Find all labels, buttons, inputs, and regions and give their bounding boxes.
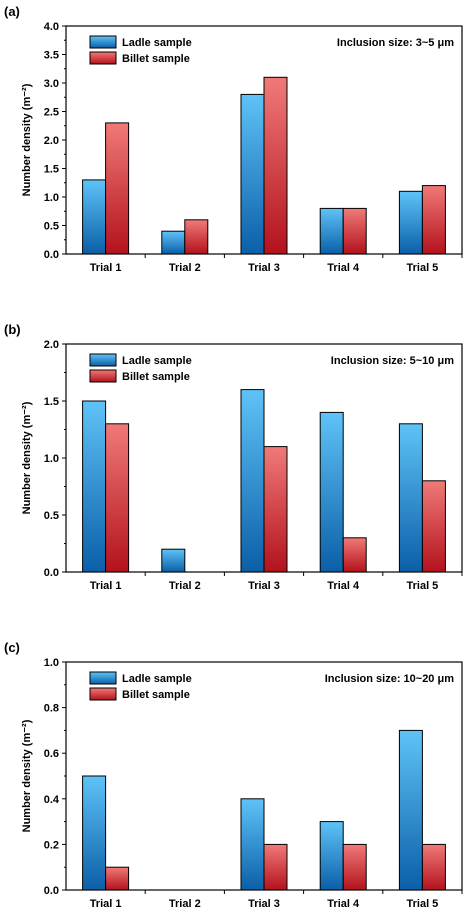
billet-bar	[184, 219, 209, 255]
y-tick-label: 2.0	[44, 339, 59, 351]
legend-swatch	[89, 687, 117, 701]
x-tick-label: Trial 1	[90, 580, 122, 592]
y-axis-label: Number density (m⁻²)	[21, 719, 33, 832]
y-tick-label: 1.0	[44, 453, 59, 465]
ladle-bar	[240, 798, 265, 891]
inclusion-size-annotation: Inclusion size: 5~10 μm	[331, 355, 454, 367]
billet-bar	[263, 76, 288, 255]
billet-bar	[263, 843, 288, 891]
inclusion-size-annotation: Inclusion size: 10~20 μm	[325, 673, 455, 685]
y-tick-label: 1.0	[44, 657, 59, 669]
billet-bar	[105, 423, 130, 573]
y-tick-label: 1.5	[44, 396, 59, 408]
legend-swatch	[89, 369, 117, 383]
x-tick-label: Trial 3	[248, 262, 280, 274]
y-tick-label: 4.0	[44, 21, 59, 33]
ladle-bar	[82, 775, 107, 891]
panel-label: (a)	[4, 4, 20, 19]
chart-panel-2: (b) 0.0 0.5 1.0 1.5 2.0 Number density (m⁻²) Tr…	[4, 322, 463, 592]
ladle-bar	[319, 207, 344, 255]
ladle-bar	[319, 411, 344, 573]
x-tick-label: Trial 2	[169, 580, 201, 592]
legend-swatch	[89, 35, 117, 49]
x-tick-label: Trial 3	[248, 580, 280, 592]
ladle-bar	[319, 821, 344, 891]
x-tick-label: Trial 5	[407, 262, 439, 274]
legend-label: Ladle sample	[122, 355, 192, 367]
y-tick-label: 0.0	[44, 885, 59, 897]
ladle-bar	[82, 400, 107, 573]
y-tick-label: 2.0	[44, 135, 59, 147]
x-tick-label: Trial 2	[169, 262, 201, 274]
ladle-bar	[398, 190, 423, 255]
chart-panel-3: (c) 0.0 0.2 0.4 0.6 0.8 1.0 Number density (m⁻²…	[4, 640, 463, 910]
chart-panel-1: (a) 0.0 0.5 1.0 1.5 2.0 2.5 3.0 3.5 4.0 Number den…	[4, 4, 463, 274]
panel-label: (b)	[4, 322, 21, 337]
y-tick-label: 1.5	[44, 164, 59, 176]
y-tick-label: 0.4	[44, 794, 60, 806]
billet-bar	[105, 122, 130, 255]
y-tick-label: 3.0	[44, 78, 59, 90]
y-tick-label: 2.5	[44, 107, 59, 119]
y-axis-label: Number density (m⁻²)	[21, 401, 33, 514]
billet-bar	[342, 843, 367, 891]
y-tick-label: 0.0	[44, 249, 59, 261]
ladle-bar	[161, 548, 186, 573]
y-tick-label: 0.2	[44, 839, 59, 851]
ladle-bar	[398, 423, 423, 573]
x-tick-label: Trial 3	[248, 898, 280, 910]
x-tick-label: Trial 2	[169, 898, 201, 910]
legend-label: Billet sample	[122, 371, 190, 383]
x-tick-label: Trial 5	[407, 898, 439, 910]
panel-label: (c)	[4, 640, 20, 655]
x-tick-label: Trial 4	[327, 580, 360, 592]
x-tick-label: Trial 1	[90, 262, 122, 274]
y-axis-label: Number density (m⁻²)	[21, 83, 33, 196]
ladle-bar	[240, 93, 265, 255]
billet-bar	[342, 537, 367, 573]
ladle-bar	[240, 389, 265, 573]
x-tick-label: Trial 4	[327, 898, 360, 910]
billet-bar	[421, 480, 446, 573]
legend-label: Ladle sample	[122, 37, 192, 49]
billet-bar	[263, 446, 288, 573]
y-tick-label: 0.6	[44, 748, 59, 760]
legend-label: Billet sample	[122, 689, 190, 701]
x-tick-label: Trial 5	[407, 580, 439, 592]
x-tick-label: Trial 4	[327, 262, 360, 274]
legend-swatch	[89, 51, 117, 65]
y-tick-label: 3.5	[44, 50, 59, 62]
legend-swatch	[89, 353, 117, 367]
y-tick-label: 0.5	[44, 221, 59, 233]
billet-bar	[342, 207, 367, 255]
legend-label: Ladle sample	[122, 673, 192, 685]
y-tick-label: 0.5	[44, 510, 59, 522]
x-tick-label: Trial 1	[90, 898, 122, 910]
billet-bar	[421, 185, 446, 255]
legend-label: Billet sample	[122, 53, 190, 65]
ladle-bar	[161, 230, 186, 255]
legend-swatch	[89, 671, 117, 685]
y-tick-label: 1.0	[44, 192, 59, 204]
billet-bar	[421, 843, 446, 891]
y-tick-label: 0.0	[44, 567, 59, 579]
y-tick-label: 0.8	[44, 703, 59, 715]
ladle-bar	[82, 179, 107, 255]
inclusion-size-annotation: Inclusion size: 3~5 μm	[337, 37, 454, 49]
ladle-bar	[398, 729, 423, 891]
billet-bar	[105, 866, 130, 891]
